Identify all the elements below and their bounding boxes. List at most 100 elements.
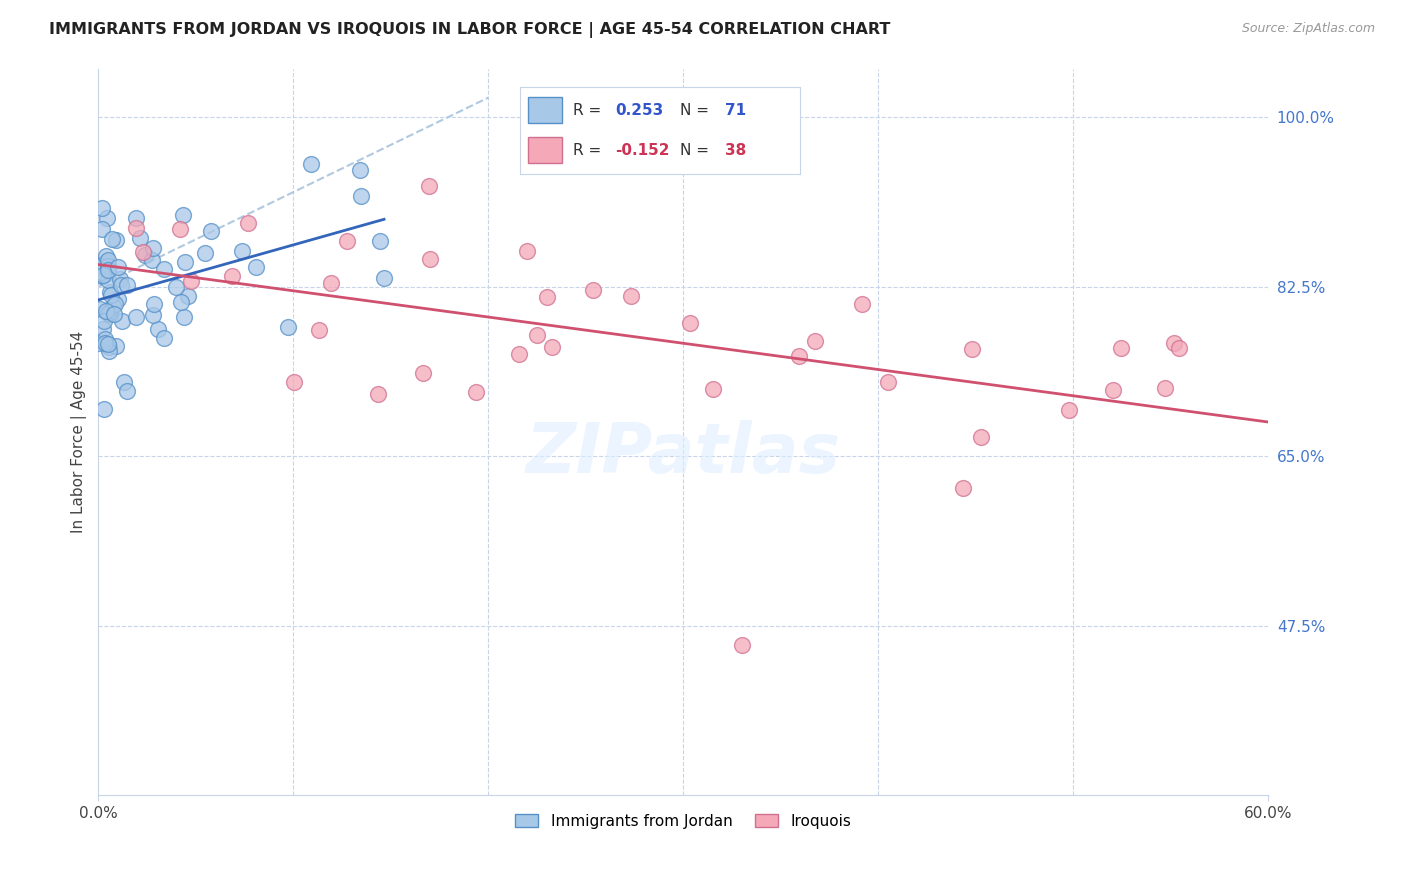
- Point: [373, 270, 395, 285]
- Point: [526, 328, 548, 343]
- Point: [153, 331, 176, 345]
- Point: [97, 262, 120, 277]
- Point: [804, 334, 827, 348]
- Point: [231, 244, 253, 259]
- Point: [516, 244, 538, 258]
- Point: [679, 316, 702, 330]
- Point: [97, 259, 120, 273]
- Point: [91, 322, 114, 336]
- Point: [418, 179, 440, 194]
- Point: [308, 323, 330, 337]
- Point: [93, 268, 115, 282]
- Point: [465, 385, 488, 400]
- Point: [367, 386, 389, 401]
- Point: [1057, 403, 1080, 417]
- Point: [236, 216, 259, 230]
- Point: [962, 343, 984, 357]
- Point: [115, 384, 138, 398]
- Point: [1167, 342, 1189, 356]
- Y-axis label: In Labor Force | Age 45-54: In Labor Force | Age 45-54: [72, 331, 87, 533]
- Point: [169, 222, 191, 236]
- Point: [787, 350, 810, 364]
- Point: [368, 234, 391, 248]
- Point: [299, 156, 322, 170]
- Point: [94, 254, 117, 268]
- Point: [582, 283, 605, 297]
- Point: [142, 297, 165, 311]
- Point: [1109, 341, 1132, 355]
- Point: [349, 162, 371, 177]
- Point: [94, 249, 117, 263]
- Point: [129, 231, 152, 245]
- Point: [96, 211, 118, 225]
- Point: [105, 339, 128, 353]
- Text: IMMIGRANTS FROM JORDAN VS IROQUOIS IN LABOR FORCE | AGE 45-54 CORRELATION CHART: IMMIGRANTS FROM JORDAN VS IROQUOIS IN LA…: [49, 22, 890, 38]
- Point: [877, 375, 900, 389]
- Point: [110, 277, 132, 292]
- Point: [125, 310, 148, 324]
- Point: [277, 320, 299, 334]
- Point: [134, 248, 156, 262]
- Point: [125, 221, 148, 235]
- Point: [173, 310, 195, 324]
- Point: [174, 255, 197, 269]
- Point: [412, 367, 434, 381]
- Point: [336, 234, 359, 248]
- Point: [200, 224, 222, 238]
- Point: [125, 211, 148, 225]
- Point: [1102, 383, 1125, 397]
- Point: [350, 188, 373, 202]
- Point: [98, 307, 121, 321]
- Point: [93, 313, 115, 327]
- Point: [142, 241, 165, 255]
- Point: [91, 269, 114, 284]
- Point: [89, 335, 111, 350]
- Point: [141, 252, 163, 267]
- Point: [111, 314, 134, 328]
- Point: [90, 265, 112, 279]
- Point: [419, 252, 441, 267]
- Point: [165, 280, 187, 294]
- Point: [97, 306, 120, 320]
- Legend: Immigrants from Jordan, Iroquois: Immigrants from Jordan, Iroquois: [509, 808, 858, 835]
- Point: [153, 261, 176, 276]
- Point: [142, 308, 165, 322]
- Point: [101, 299, 124, 313]
- Text: Source: ZipAtlas.com: Source: ZipAtlas.com: [1241, 22, 1375, 36]
- Point: [170, 294, 193, 309]
- Point: [104, 297, 127, 311]
- Point: [176, 289, 198, 303]
- Point: [98, 305, 121, 319]
- Point: [100, 288, 122, 302]
- Point: [89, 302, 111, 317]
- Point: [952, 481, 974, 495]
- Point: [100, 232, 122, 246]
- Point: [1163, 336, 1185, 351]
- Point: [731, 638, 754, 652]
- Point: [620, 289, 643, 303]
- Point: [536, 290, 558, 304]
- Point: [97, 336, 120, 351]
- Point: [107, 293, 129, 307]
- Point: [93, 402, 115, 417]
- Point: [103, 307, 125, 321]
- Point: [108, 272, 131, 286]
- Point: [104, 233, 127, 247]
- Point: [90, 201, 112, 215]
- Point: [969, 430, 991, 444]
- Point: [132, 244, 155, 259]
- Point: [172, 208, 194, 222]
- Point: [107, 260, 129, 274]
- Point: [89, 258, 111, 272]
- Point: [94, 335, 117, 350]
- Point: [94, 304, 117, 318]
- Point: [97, 343, 120, 358]
- Point: [1153, 381, 1175, 395]
- Point: [851, 296, 873, 310]
- Point: [98, 340, 121, 354]
- Point: [117, 277, 139, 292]
- Point: [194, 246, 217, 260]
- Point: [100, 285, 122, 299]
- Point: [508, 347, 530, 361]
- Point: [97, 253, 120, 268]
